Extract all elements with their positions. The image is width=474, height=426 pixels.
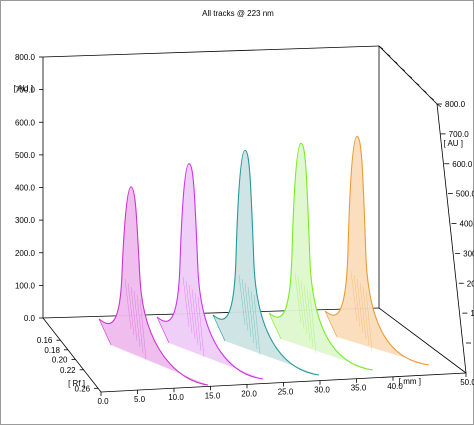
depth-tick-label: 0.18 [44, 346, 60, 355]
depth-tick-label: 0.20 [52, 355, 68, 364]
y-tick-label-left: 200.0 [15, 249, 36, 258]
x-tick-label: 10.0 [168, 393, 184, 402]
y-tick-label-left: 0.0 [24, 314, 36, 323]
depth-tick-label: 0.16 [37, 336, 53, 345]
y-tick-label-right: 400.0 [460, 220, 474, 229]
y-tick-label-right: 500.0 [456, 190, 474, 199]
x-tick-label: 20.0 [241, 389, 257, 398]
y-tick-label-left: 400.0 [15, 184, 36, 193]
y-axis-label-right: [ AU ] [443, 139, 463, 148]
y-tick-label-right: 100.0 [470, 309, 474, 318]
x-tick-label: 35.0 [351, 384, 367, 393]
x-tick-label: 40.0 [387, 382, 403, 391]
y-tick-label-right: 800.0 [445, 100, 466, 109]
x-tick-label: 50.0 [460, 378, 474, 387]
chart-title: All tracks @ 223 nm [202, 9, 274, 18]
y-tick-label-left: 600.0 [15, 118, 36, 127]
y-tick-label-right: 600.0 [452, 160, 473, 169]
peak-fill [325, 136, 429, 365]
x-tick-label: 30.0 [314, 386, 330, 395]
y-tick-label-left: 700.0 [15, 86, 36, 95]
x-tick-label: 0.0 [97, 397, 109, 406]
y-tick-label-left: 500.0 [15, 151, 36, 160]
track-5-peak [325, 136, 429, 365]
y-tick-label-left: 300.0 [15, 216, 36, 225]
x-tick-label: 25.0 [278, 388, 294, 397]
y-tick-label-right: 300.0 [463, 249, 474, 258]
depth-tick-label: 0.22 [60, 366, 76, 375]
x-tick-label: 5.0 [134, 395, 146, 404]
y-tick-label-right: 700.0 [449, 130, 470, 139]
depth-tick-label: 0.26 [75, 384, 91, 393]
x-tick-label: 15.0 [205, 391, 221, 400]
top-back-edge [43, 46, 379, 57]
y-tick-label-left: 800.0 [15, 53, 36, 62]
y-tick-label-right: 200.0 [467, 279, 474, 288]
chromatogram-peaks [99, 136, 429, 385]
y-tick-label-left: 100.0 [15, 281, 36, 290]
